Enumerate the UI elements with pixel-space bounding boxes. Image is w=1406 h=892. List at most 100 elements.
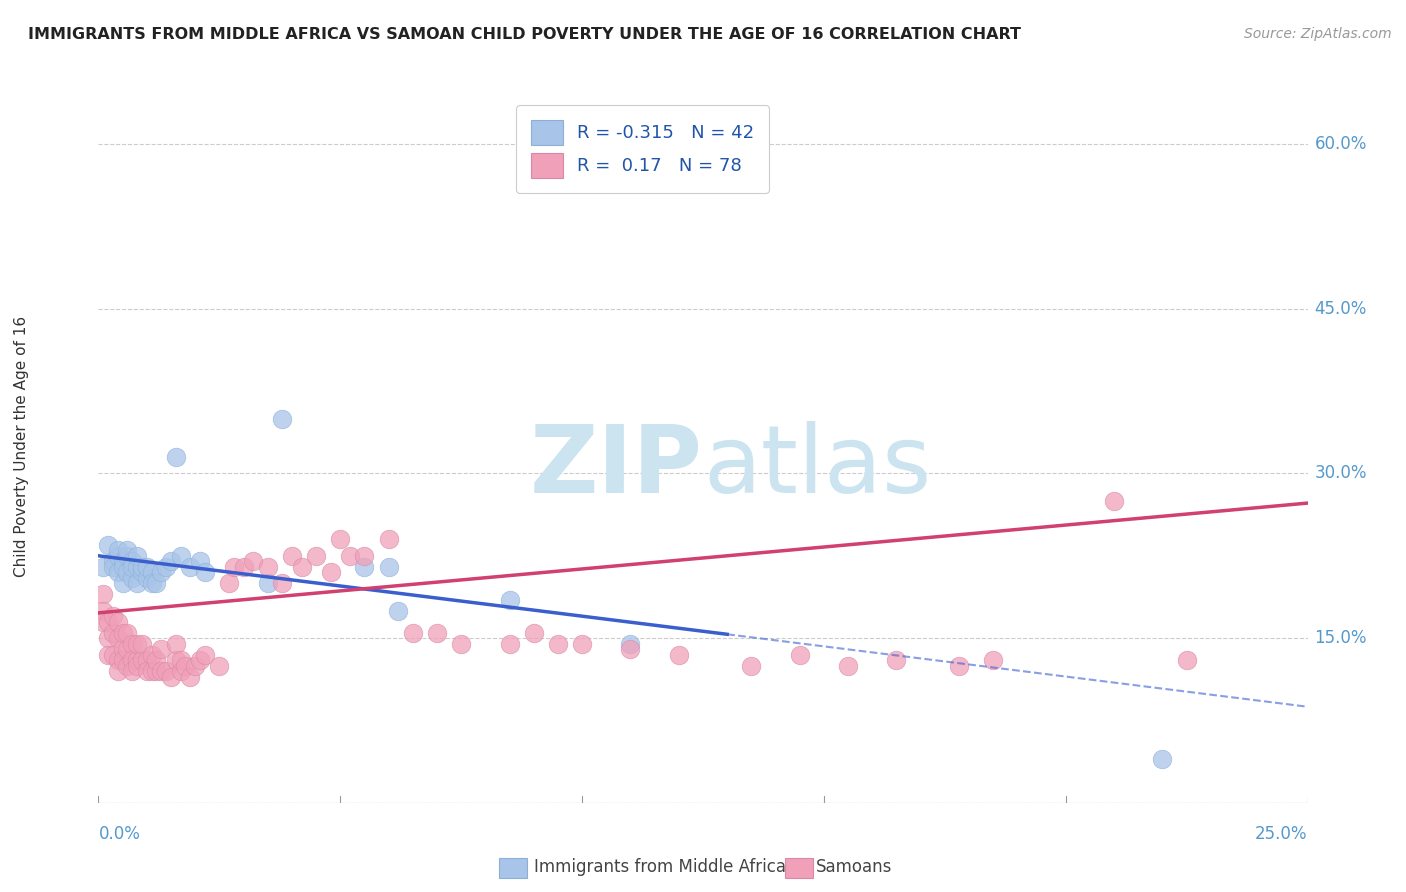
Point <box>619 642 641 657</box>
Point <box>188 554 211 568</box>
Point <box>339 549 361 563</box>
Point <box>377 533 399 547</box>
Point <box>165 450 187 464</box>
Point <box>107 664 129 678</box>
Point <box>498 592 520 607</box>
Point <box>107 549 129 563</box>
Point <box>111 559 134 574</box>
Point <box>329 533 352 547</box>
Point <box>91 559 114 574</box>
Point <box>174 658 197 673</box>
Point <box>127 637 149 651</box>
Point <box>97 648 120 662</box>
Text: 45.0%: 45.0% <box>1315 300 1367 318</box>
Point <box>571 637 593 651</box>
Text: Samoans: Samoans <box>815 858 891 876</box>
Point <box>121 653 143 667</box>
Point <box>111 576 134 591</box>
Point <box>117 543 139 558</box>
Point <box>131 653 153 667</box>
Text: Immigrants from Middle Africa: Immigrants from Middle Africa <box>534 858 786 876</box>
Text: 60.0%: 60.0% <box>1315 135 1367 153</box>
Point <box>547 637 569 651</box>
Point <box>131 637 153 651</box>
Point <box>271 576 294 591</box>
Text: 30.0%: 30.0% <box>1315 465 1367 483</box>
Point <box>101 554 124 568</box>
Point <box>141 576 163 591</box>
Point <box>188 653 211 667</box>
Point <box>150 642 173 657</box>
Point <box>107 566 129 580</box>
Text: 15.0%: 15.0% <box>1315 629 1367 647</box>
Point <box>111 642 134 657</box>
Point <box>160 669 183 683</box>
Point <box>948 658 970 673</box>
Point <box>111 653 134 667</box>
Point <box>165 637 187 651</box>
Point <box>256 576 278 591</box>
Point <box>117 658 139 673</box>
Point <box>179 669 201 683</box>
Point <box>1175 653 1198 667</box>
Point <box>127 576 149 591</box>
Point <box>981 653 1004 667</box>
Point <box>107 615 129 629</box>
Point <box>450 637 472 651</box>
Point <box>886 653 908 667</box>
Text: 0.0%: 0.0% <box>98 825 141 843</box>
Point <box>426 625 449 640</box>
Point <box>121 637 143 651</box>
Point <box>740 658 762 673</box>
Point <box>837 658 859 673</box>
Point <box>107 631 129 645</box>
Point <box>668 648 690 662</box>
Point <box>271 411 294 425</box>
Point <box>242 554 264 568</box>
Point <box>121 571 143 585</box>
Point <box>145 653 167 667</box>
Point <box>91 604 114 618</box>
Text: Source: ZipAtlas.com: Source: ZipAtlas.com <box>1244 27 1392 41</box>
Point <box>97 631 120 645</box>
Point <box>117 549 139 563</box>
Point <box>131 559 153 574</box>
Point <box>127 559 149 574</box>
Point <box>155 559 177 574</box>
Point <box>145 576 167 591</box>
Point <box>111 554 134 568</box>
Point <box>141 664 163 678</box>
Point <box>97 615 120 629</box>
Point <box>101 625 124 640</box>
Point <box>169 664 191 678</box>
Point <box>91 615 114 629</box>
Point <box>117 625 139 640</box>
Point <box>165 653 187 667</box>
Point <box>127 658 149 673</box>
Point <box>232 559 254 574</box>
Point <box>107 543 129 558</box>
Point <box>141 648 163 662</box>
Point <box>135 571 157 585</box>
Point <box>194 566 217 580</box>
Text: Child Poverty Under the Age of 16: Child Poverty Under the Age of 16 <box>14 316 28 576</box>
Point <box>135 664 157 678</box>
Point <box>117 642 139 657</box>
Point <box>523 625 546 640</box>
Point <box>305 549 328 563</box>
Point <box>135 653 157 667</box>
Point <box>145 664 167 678</box>
Point <box>91 587 114 601</box>
Point <box>155 664 177 678</box>
Point <box>101 559 124 574</box>
Point <box>97 538 120 552</box>
Point <box>101 609 124 624</box>
Point <box>160 554 183 568</box>
Point <box>127 549 149 563</box>
Point <box>150 566 173 580</box>
Point <box>1152 752 1174 766</box>
Point <box>256 559 278 574</box>
Text: IMMIGRANTS FROM MIDDLE AFRICA VS SAMOAN CHILD POVERTY UNDER THE AGE OF 16 CORREL: IMMIGRANTS FROM MIDDLE AFRICA VS SAMOAN … <box>28 27 1021 42</box>
Point <box>150 664 173 678</box>
Point <box>107 653 129 667</box>
